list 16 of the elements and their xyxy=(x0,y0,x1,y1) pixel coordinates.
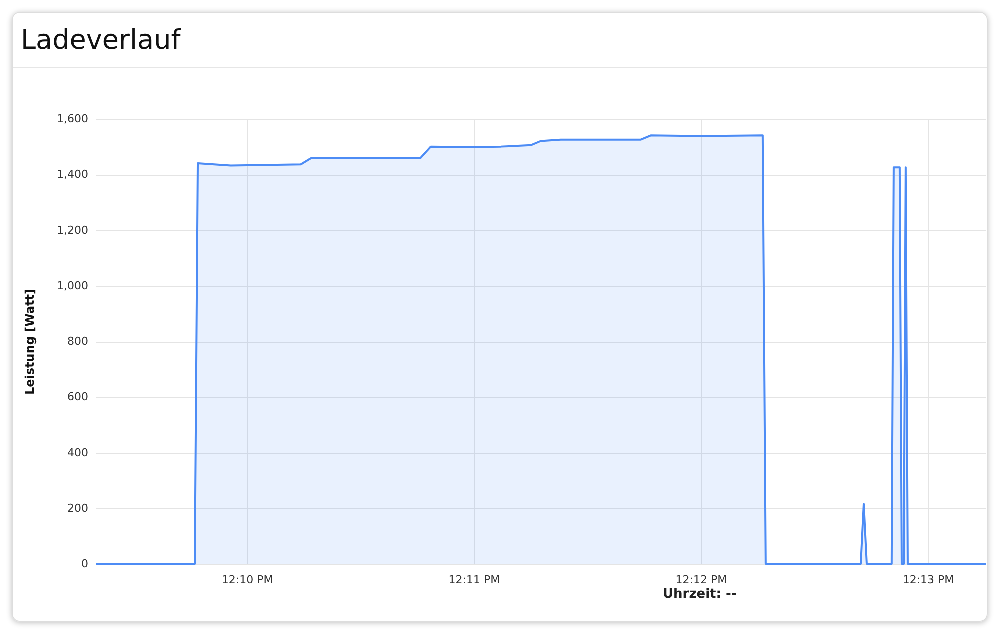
y-tick-label: 1,600 xyxy=(57,112,88,126)
y-tick-label: 0 xyxy=(82,558,88,570)
y-axis-title: Leistung [Watt] xyxy=(23,289,38,395)
y-tick-label: 1,000 xyxy=(57,279,88,292)
x-tick-label: 12:10 PM xyxy=(222,574,274,586)
y-tick-label: 400 xyxy=(68,446,88,460)
text: Uhrzeit: -- xyxy=(663,587,737,602)
chart-title: Ladeverlauf xyxy=(21,25,181,56)
y-tick-label: 200 xyxy=(68,502,88,515)
y-tick-label: 1,400 xyxy=(57,168,88,182)
x-tick-label: 12:11 PM xyxy=(448,574,500,586)
x-tick-label: 12:12 PM xyxy=(676,574,728,586)
y-tick-label: 1,200 xyxy=(57,224,88,237)
y-tick-label: 600 xyxy=(68,390,88,404)
y-tick-label: 800 xyxy=(68,335,88,348)
x-tick-label: 12:13 PM xyxy=(902,574,954,586)
